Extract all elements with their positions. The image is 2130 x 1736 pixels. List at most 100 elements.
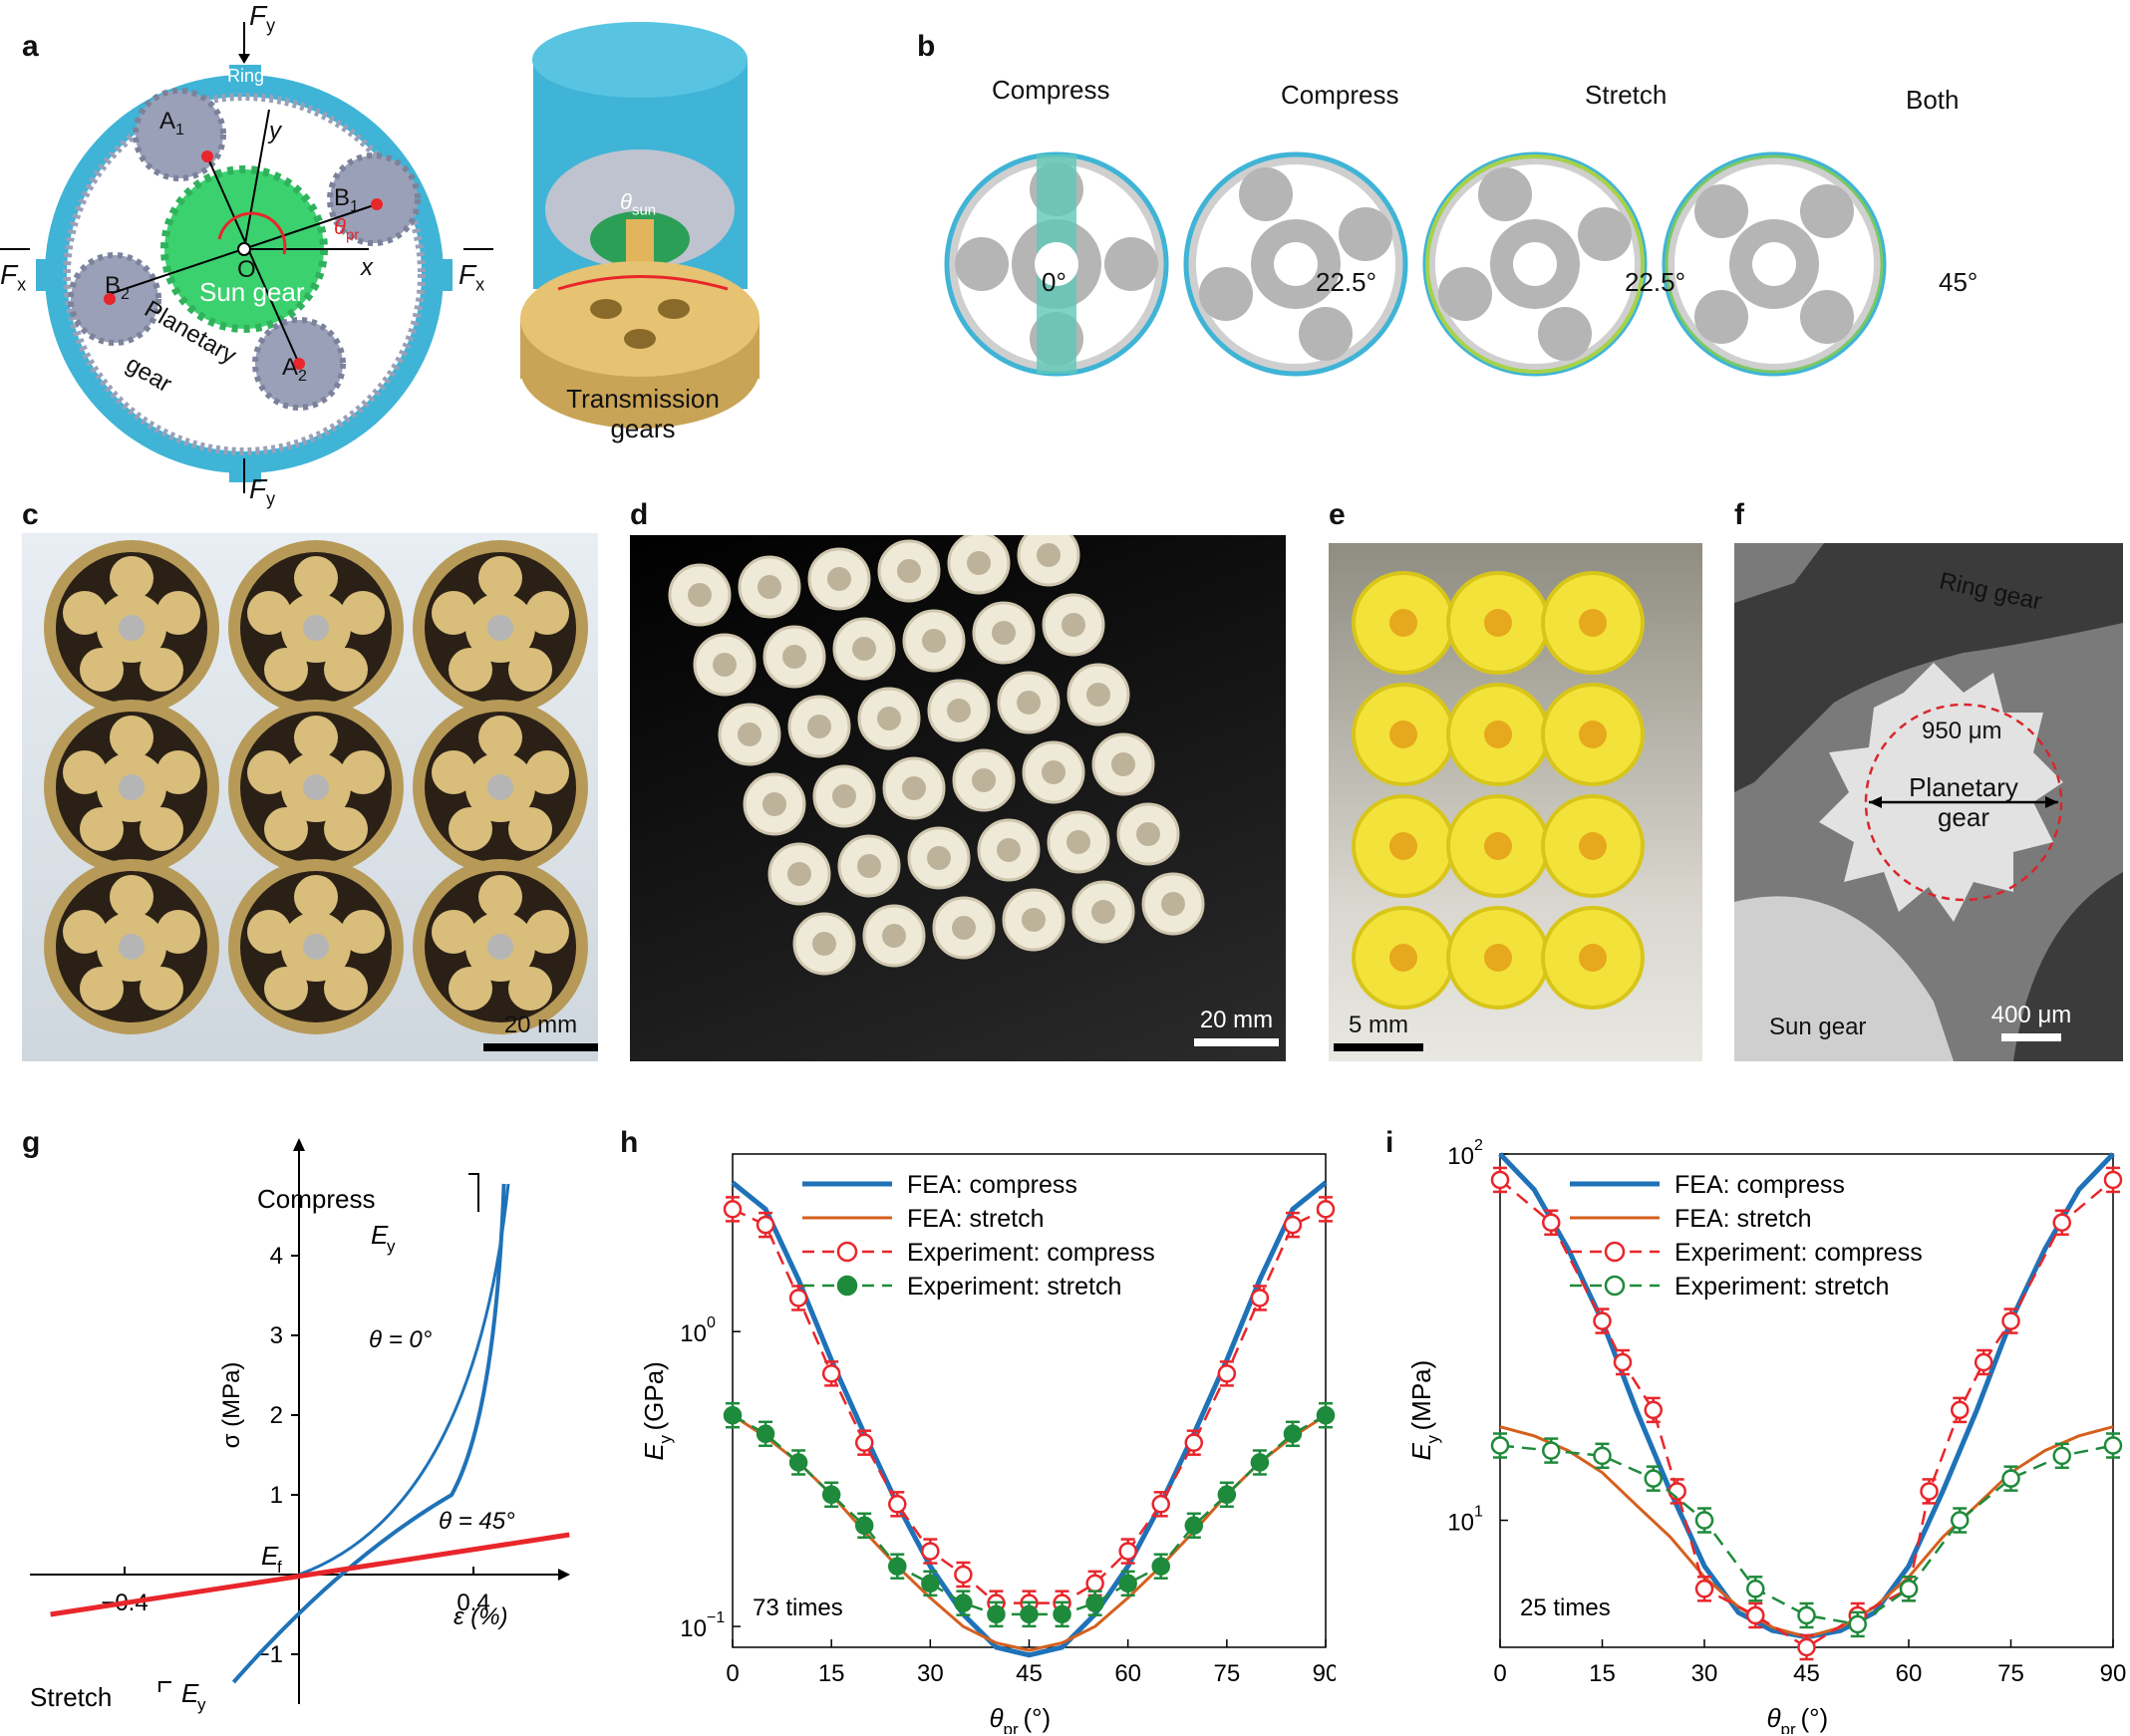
fea-planet-3	[1104, 237, 1158, 291]
data-point	[2001, 1311, 2020, 1330]
metal-planet	[247, 591, 291, 635]
y-tick-label: 10	[680, 1615, 707, 1642]
metal-planet	[449, 807, 492, 851]
yellow-cell-center	[1484, 609, 1512, 637]
metal-planet	[140, 967, 183, 1011]
white-cell-center	[738, 723, 761, 746]
metal-nut	[119, 934, 145, 960]
white-cell-center	[762, 792, 786, 816]
data-point	[788, 1289, 808, 1307]
y-axis-label-group: Ey (MPa)	[1406, 1360, 1442, 1461]
white-cell-center	[1037, 543, 1061, 567]
y-tick-label: 1	[270, 1482, 283, 1509]
data-point	[921, 1542, 940, 1561]
data-point	[1085, 1593, 1104, 1612]
metal-planet	[478, 875, 522, 919]
panel-label-c: c	[22, 498, 39, 531]
data-point	[821, 1485, 841, 1505]
d-scalebar: 20 mm	[1194, 1007, 1279, 1046]
legend-entry-1: FEA: stretch	[802, 1205, 1045, 1233]
fea-center	[1274, 242, 1318, 286]
y-tick-label: 10	[1447, 1510, 1474, 1537]
x-tick-label: 45	[1016, 1660, 1043, 1687]
y-axis-label: E	[639, 1443, 669, 1461]
data-point	[1490, 1170, 1510, 1190]
b-angle-2: 22.5°	[1625, 267, 1686, 297]
x-tick-label: 75	[1213, 1660, 1240, 1687]
data-point	[1217, 1364, 1237, 1383]
white-cell-center	[807, 715, 831, 738]
white-cell-center	[997, 838, 1021, 862]
metal-planet	[264, 967, 308, 1011]
yellow-cell-center	[1389, 832, 1417, 860]
white-cell-center	[812, 932, 836, 956]
x-axis-label-sub: pr	[1004, 1720, 1019, 1734]
fea-center	[1035, 242, 1078, 286]
b-angle-1: 22.5°	[1316, 267, 1377, 297]
legend-entry-3: Experiment: stretch	[802, 1273, 1121, 1301]
x-tick-label: 0	[1493, 1660, 1506, 1687]
fea-map-0	[944, 151, 1169, 377]
data-point	[888, 1495, 907, 1514]
legend-marker	[1604, 1275, 1626, 1297]
data-point	[1283, 1215, 1303, 1235]
metal-nut	[487, 934, 513, 960]
data-point	[1746, 1605, 1765, 1625]
x-axis-label-unit: (°)	[1801, 1703, 1829, 1733]
legend-entry-0: FEA: compress	[802, 1171, 1077, 1199]
metal-nut	[487, 774, 513, 800]
photo-micro-gear	[1734, 543, 2123, 1061]
white-cell-center	[972, 768, 996, 792]
data-point	[1542, 1213, 1561, 1233]
metal-cell	[413, 859, 588, 1034]
white-cell-center	[922, 629, 946, 653]
data-point	[1797, 1637, 1816, 1657]
data-point	[1593, 1311, 1612, 1330]
data-point	[2052, 1446, 2071, 1466]
metal-planet	[508, 807, 552, 851]
legend-label: Experiment: stretch	[907, 1273, 1121, 1301]
white-cell-center	[787, 862, 811, 886]
legend-label: FEA: stretch	[907, 1205, 1045, 1233]
metal-planet	[110, 716, 153, 759]
fea-planet-1	[1800, 184, 1854, 238]
panel-label-g: g	[22, 1126, 41, 1159]
b2-label: B2	[105, 272, 130, 303]
metal-planet	[478, 556, 522, 600]
y-tick-label: 10	[680, 1320, 707, 1347]
panel-a: a	[0, 0, 877, 509]
data-point	[1694, 1580, 1714, 1598]
y-tick-label: 4	[270, 1243, 283, 1270]
data-point	[1250, 1453, 1270, 1472]
data-point	[756, 1424, 775, 1444]
white-cell-center	[1136, 822, 1160, 846]
data-point	[1644, 1469, 1663, 1488]
fea-stress-maps	[944, 151, 1887, 377]
data-point	[954, 1565, 973, 1585]
curve-theta0	[231, 1183, 506, 1684]
data-point	[2103, 1436, 2123, 1455]
fea-planet-3	[1538, 307, 1592, 361]
a1-label: A1	[159, 108, 184, 139]
white-cell-center	[1062, 613, 1085, 637]
fx-right-label: Fx	[458, 259, 485, 295]
y-tick-exponent: 2	[1474, 1137, 1483, 1154]
panel-label-h: h	[620, 1126, 639, 1159]
metal-cell	[44, 540, 219, 716]
metal-planet	[449, 967, 492, 1011]
transmission-label: Transmission gears	[566, 384, 720, 443]
x-axis-label-unit: (°)	[1024, 1703, 1052, 1733]
fea-planet-2	[1199, 267, 1253, 321]
c-scalebar: 20 mm	[483, 1012, 598, 1051]
legend-label: Experiment: stretch	[1674, 1273, 1889, 1301]
metal-planet	[156, 591, 200, 635]
legend-entry-3: Experiment: stretch	[1570, 1273, 1889, 1301]
photo-white-lattice	[630, 535, 1286, 1061]
data-point	[1250, 1289, 1270, 1307]
x-tick-label: 30	[917, 1660, 944, 1687]
panel-label-d: d	[630, 498, 649, 531]
legend-label: Experiment: compress	[907, 1239, 1155, 1267]
legend-entry-1: FEA: stretch	[1570, 1205, 1812, 1233]
data-point	[788, 1453, 808, 1472]
